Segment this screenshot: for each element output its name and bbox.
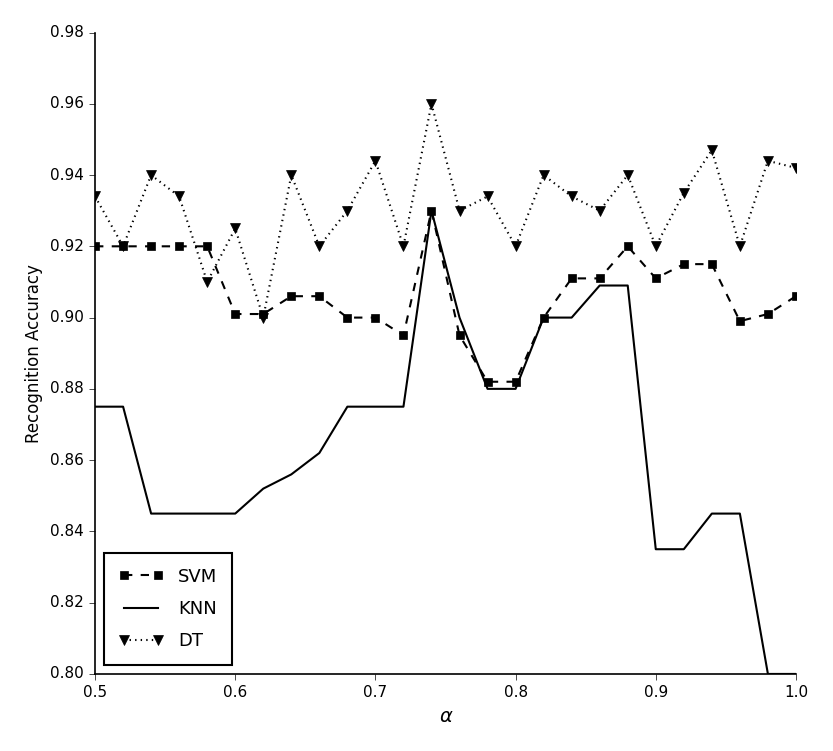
SVM — [426, 207, 436, 216]
KNN — [566, 313, 576, 322]
DT — [146, 170, 156, 179]
SVM — [651, 274, 661, 283]
DT — [258, 313, 268, 322]
KNN — [707, 509, 717, 518]
DT — [230, 224, 240, 233]
KNN — [679, 544, 689, 553]
SVM — [511, 377, 521, 386]
DT — [202, 277, 212, 286]
Line: SVM: SVM — [91, 207, 801, 386]
SVM — [230, 309, 240, 318]
X-axis label: α: α — [439, 707, 452, 726]
DT — [763, 156, 773, 165]
KNN — [174, 509, 184, 518]
KNN — [455, 313, 465, 322]
SVM — [539, 313, 549, 322]
DT — [398, 242, 408, 251]
KNN — [595, 281, 605, 290]
DT — [287, 170, 297, 179]
KNN — [539, 313, 549, 322]
KNN — [287, 470, 297, 479]
DT — [342, 207, 352, 216]
SVM — [258, 309, 268, 318]
DT — [118, 242, 128, 251]
KNN — [258, 484, 268, 493]
Line: KNN: KNN — [95, 211, 796, 674]
DT — [566, 192, 576, 201]
KNN — [791, 669, 801, 678]
KNN — [735, 509, 745, 518]
KNN — [314, 448, 324, 457]
KNN — [90, 403, 100, 412]
SVM — [595, 274, 605, 283]
SVM — [90, 242, 100, 251]
DT — [735, 242, 745, 251]
DT — [371, 156, 381, 165]
KNN — [146, 509, 156, 518]
SVM — [314, 291, 324, 300]
DT — [539, 170, 549, 179]
SVM — [482, 377, 492, 386]
Line: DT: DT — [90, 99, 801, 322]
DT — [174, 192, 184, 201]
KNN — [511, 385, 521, 394]
KNN — [426, 207, 436, 216]
SVM — [623, 242, 633, 251]
KNN — [651, 544, 661, 553]
Legend: SVM, KNN, DT: SVM, KNN, DT — [104, 553, 232, 665]
Y-axis label: Recognition Accuracy: Recognition Accuracy — [25, 264, 43, 442]
DT — [595, 207, 605, 216]
DT — [679, 189, 689, 198]
SVM — [679, 260, 689, 269]
SVM — [146, 242, 156, 251]
DT — [455, 207, 465, 216]
SVM — [566, 274, 576, 283]
DT — [791, 164, 801, 173]
SVM — [342, 313, 352, 322]
DT — [314, 242, 324, 251]
SVM — [287, 291, 297, 300]
KNN — [342, 403, 352, 412]
SVM — [118, 242, 128, 251]
SVM — [735, 317, 745, 326]
KNN — [482, 385, 492, 394]
DT — [707, 146, 717, 155]
SVM — [202, 242, 212, 251]
SVM — [791, 291, 801, 300]
DT — [482, 192, 492, 201]
SVM — [707, 260, 717, 269]
DT — [511, 242, 521, 251]
KNN — [398, 403, 408, 412]
SVM — [371, 313, 381, 322]
SVM — [174, 242, 184, 251]
SVM — [398, 331, 408, 340]
SVM — [763, 309, 773, 318]
DT — [623, 170, 633, 179]
KNN — [623, 281, 633, 290]
KNN — [230, 509, 240, 518]
DT — [651, 242, 661, 251]
DT — [90, 192, 100, 201]
KNN — [763, 669, 773, 678]
KNN — [118, 403, 128, 412]
SVM — [455, 331, 465, 340]
KNN — [371, 403, 381, 412]
KNN — [202, 509, 212, 518]
DT — [426, 99, 436, 108]
